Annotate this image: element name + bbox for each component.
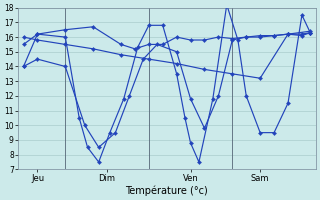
X-axis label: Température (°c): Température (°c) bbox=[125, 185, 208, 196]
